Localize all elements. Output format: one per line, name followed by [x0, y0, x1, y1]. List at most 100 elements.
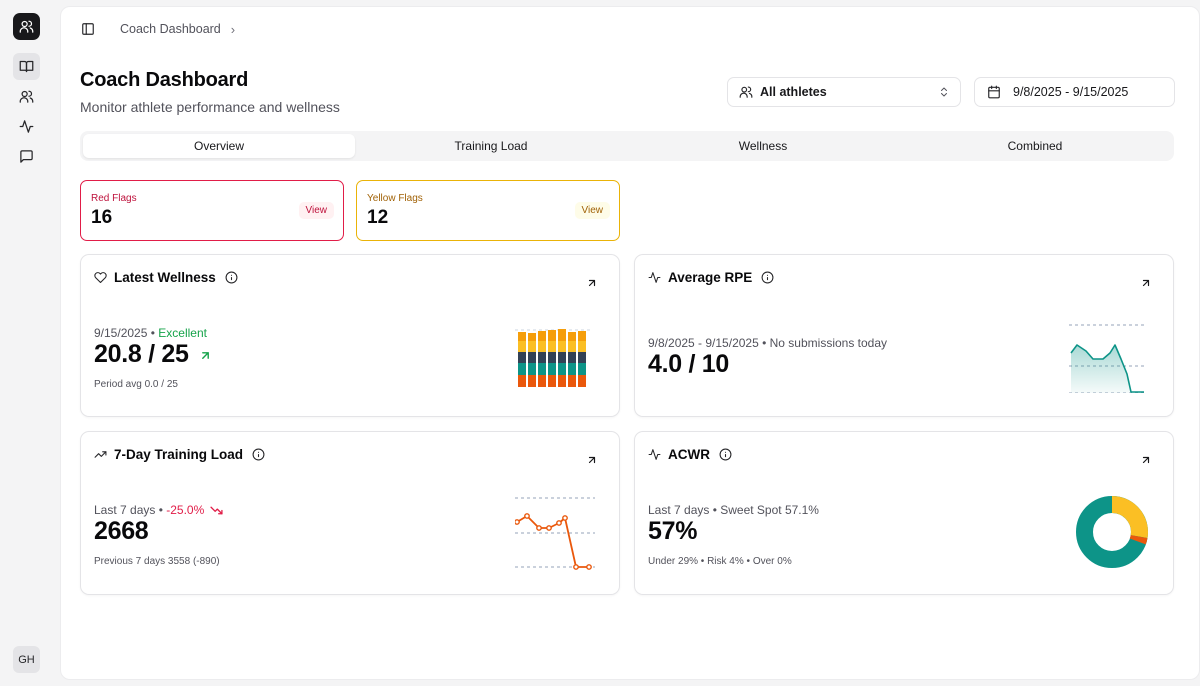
breadcrumb-separator: ›: [230, 21, 236, 37]
sidebar-item-messages[interactable]: [13, 143, 40, 170]
wellness-bar: [518, 332, 526, 387]
arrow-up-right-icon[interactable]: [586, 277, 598, 289]
sidebar-rail: GH: [0, 0, 54, 686]
training-load-point: [573, 564, 579, 570]
arrow-up-right-icon[interactable]: [586, 454, 598, 466]
tab-overview[interactable]: Overview: [83, 134, 355, 158]
users-icon: [739, 86, 753, 98]
arrow-up-right-icon[interactable]: [1140, 454, 1152, 466]
wellness-bar: [538, 331, 546, 387]
activity-icon: [648, 449, 661, 460]
app-logo[interactable]: [13, 13, 40, 40]
user-avatar-button[interactable]: GH: [13, 646, 40, 673]
red-flags-label: Red Flags: [91, 193, 137, 204]
sidebar-item-overview[interactable]: [13, 53, 40, 80]
sidebar-item-athletes[interactable]: [13, 83, 40, 110]
page-title: Coach Dashboard: [80, 69, 249, 91]
wellness-bar: [578, 331, 586, 387]
heart-icon: [94, 272, 107, 284]
training-load-point: [556, 520, 562, 526]
athlete-select[interactable]: All athletes: [727, 77, 961, 107]
training-load-meta: Last 7 days • -25.0%: [94, 503, 223, 517]
trend-down-icon: [210, 506, 223, 515]
info-icon[interactable]: [761, 271, 774, 284]
arrow-up-right-icon[interactable]: [1140, 277, 1152, 289]
tab-wellness[interactable]: Wellness: [738, 139, 788, 153]
date-range-value: 9/8/2025 - 9/15/2025: [1013, 85, 1129, 99]
training-load-card: 7-Day Training Load Last 7 days • -25.0%…: [80, 431, 620, 595]
book-icon: [19, 60, 34, 73]
red-flags-card[interactable]: Red Flags 16 View: [80, 180, 344, 241]
donut-segment-risk: [1129, 534, 1148, 545]
users-icon: [19, 90, 34, 103]
yellow-flags-count: 12: [367, 207, 389, 228]
activity-icon: [648, 272, 661, 283]
acwr-footer: Under 29% • Risk 4% • Over 0%: [648, 556, 792, 567]
wellness-status: Excellent: [158, 326, 207, 340]
wellness-bar: [528, 333, 536, 387]
calendar-icon: [988, 85, 1000, 99]
training-load-point: [546, 525, 552, 531]
rpe-area-chart: [1069, 324, 1147, 393]
trend-up-icon: [202, 352, 210, 359]
training-load-point: [536, 525, 542, 531]
card-title: 7-Day Training Load: [114, 447, 244, 462]
acwr-card: ACWR Last 7 days • Sweet Spot 57.1% 57% …: [634, 431, 1174, 595]
tab-combined[interactable]: Combined: [1007, 139, 1063, 153]
rpe-value: 4.0 / 10: [648, 350, 729, 378]
training-load-period: Last 7 days •: [94, 503, 167, 517]
main-panel: Coach Dashboard › Coach Dashboard Monito…: [60, 6, 1200, 680]
wellness-date: 9/15/2025: [94, 326, 148, 340]
wellness-value: 20.8 / 25: [94, 340, 212, 369]
card-title: Average RPE: [668, 270, 753, 285]
trending-up-icon: [94, 451, 107, 458]
training-load-line-chart: [515, 497, 595, 570]
card-title: ACWR: [668, 447, 710, 462]
wellness-separator: •: [147, 326, 159, 340]
rpe-meta: 9/8/2025 - 9/15/2025 • No submissions to…: [648, 336, 888, 350]
training-load-point: [586, 564, 592, 570]
training-load-change: -25.0%: [166, 503, 205, 517]
card-title: Latest Wellness: [114, 270, 216, 285]
wellness-bar: [568, 332, 576, 387]
info-icon[interactable]: [225, 271, 238, 284]
sidebar-item-activity[interactable]: [13, 113, 40, 140]
training-load-footer: Previous 7 days 3558 (-890): [94, 556, 220, 567]
training-load-point: [524, 513, 530, 519]
donut-segment-under: [1111, 496, 1148, 539]
average-rpe-card: Average RPE 9/8/2025 - 9/15/2025 • No su…: [634, 254, 1174, 417]
latest-wellness-card: Latest Wellness 9/15/2025 • Excellent 20…: [80, 254, 620, 417]
wellness-meta: 9/15/2025 • Excellent: [94, 326, 207, 340]
page-subtitle: Monitor athlete performance and wellness: [80, 99, 340, 115]
top-bar: Coach Dashboard ›: [81, 19, 235, 39]
wellness-stacked-bars: [515, 329, 591, 387]
red-flags-count: 16: [91, 207, 113, 228]
yellow-flags-label: Yellow Flags: [367, 193, 423, 204]
user-initials: GH: [18, 653, 35, 666]
activity-icon: [19, 120, 34, 133]
athlete-select-value: All athletes: [760, 85, 827, 99]
yellow-flags-view-button[interactable]: View: [574, 202, 610, 219]
wellness-footer: Period avg 0.0 / 25: [94, 379, 178, 390]
training-load-point: [562, 515, 568, 521]
chevrons-up-down-icon: [941, 87, 947, 97]
wellness-bar: [558, 329, 566, 387]
wellness-bar: [548, 330, 556, 387]
info-icon[interactable]: [252, 448, 265, 461]
training-load-point: [515, 519, 520, 525]
breadcrumb-item[interactable]: Coach Dashboard: [120, 22, 221, 36]
acwr-value: 57%: [648, 517, 698, 545]
wellness-value-text: 20.8 / 25: [94, 340, 189, 368]
training-load-value: 2668: [94, 517, 149, 545]
message-icon: [20, 150, 33, 163]
red-flags-view-button[interactable]: View: [298, 202, 334, 219]
sidebar-toggle-icon[interactable]: [81, 22, 95, 36]
yellow-flags-card[interactable]: Yellow Flags 12 View: [356, 180, 620, 241]
info-icon[interactable]: [719, 448, 732, 461]
date-range-picker[interactable]: 9/8/2025 - 9/15/2025: [974, 77, 1175, 107]
acwr-donut-chart: [1076, 496, 1148, 568]
view-tabs: Overview Training Load Wellness Combined: [80, 131, 1174, 161]
acwr-meta: Last 7 days • Sweet Spot 57.1%: [648, 503, 819, 517]
tab-training-load[interactable]: Training Load: [454, 139, 528, 153]
users-icon: [19, 20, 34, 33]
